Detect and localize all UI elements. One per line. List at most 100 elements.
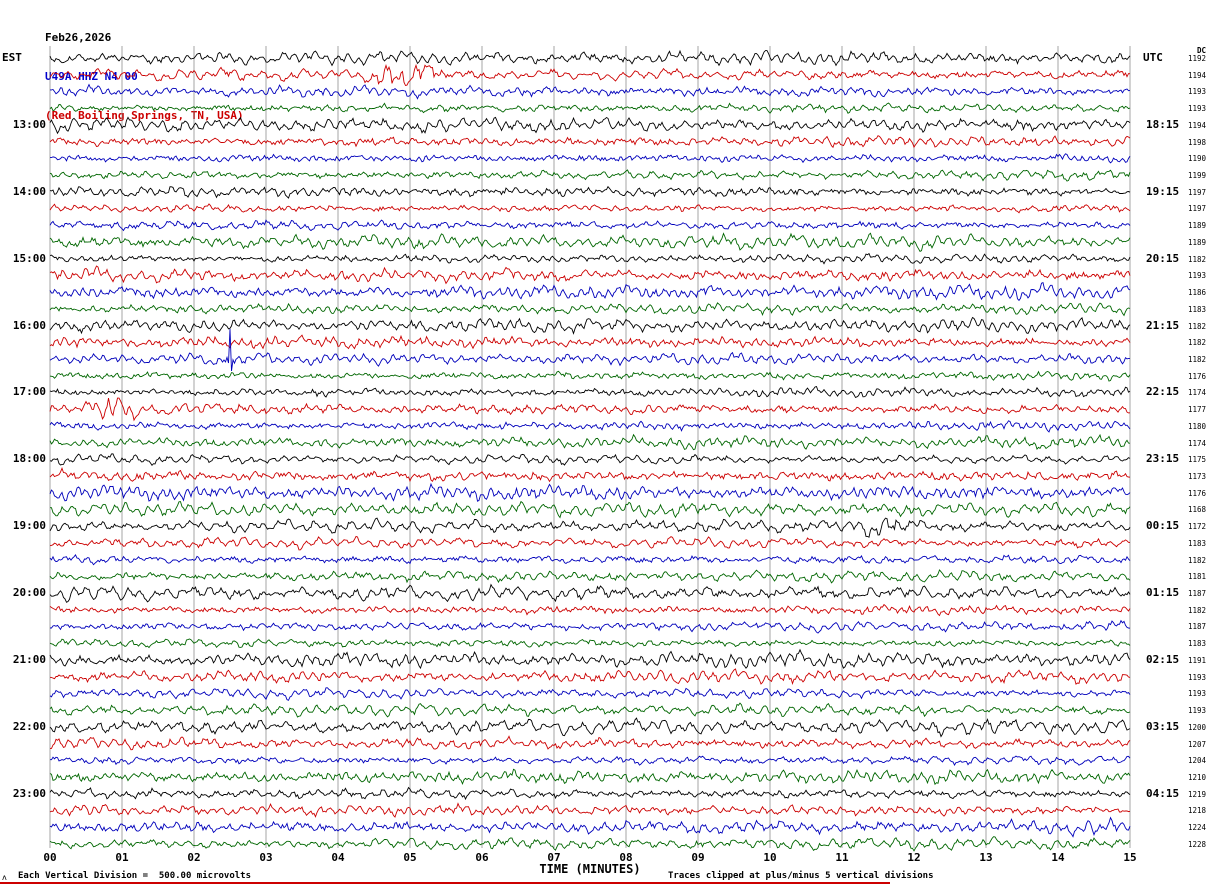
dc-offset-value: 1186 [1187, 288, 1206, 298]
dc-offset-value: 1181 [1187, 572, 1206, 582]
est-hour-label: 19:00 [12, 519, 46, 533]
seismogram-trace-row [50, 735, 1131, 751]
seismogram-trace-row [49, 467, 1131, 483]
seismogram-trace-row [49, 836, 1131, 852]
dc-offset-value: 1174 [1187, 438, 1206, 448]
dc-offset-value: 1182 [1187, 254, 1206, 264]
seismogram-trace-row [49, 49, 1131, 67]
dc-offset-value: 1176 [1187, 371, 1206, 381]
utc-hour-label: 01:15 [1146, 586, 1180, 600]
seismogram-trace-row [49, 219, 1131, 232]
seismogram-trace-row [49, 328, 1130, 372]
seismogram-trace-row [49, 281, 1131, 302]
seismogram-trace-row [49, 203, 1131, 214]
dc-offset-value: 1182 [1187, 555, 1206, 565]
dc-offset-value: 1210 [1187, 772, 1206, 782]
scale-marker-icon: ʌ [2, 873, 7, 882]
x-tick-label: 04 [331, 851, 345, 864]
dc-offset-value: 1219 [1187, 789, 1206, 799]
x-tick-label: 00 [43, 851, 57, 864]
dc-offset-value: 1183 [1187, 304, 1206, 314]
dc-offset-value: 1193 [1187, 87, 1206, 97]
est-hour-label: 20:00 [12, 586, 46, 600]
seismogram-trace-row [49, 169, 1131, 182]
x-tick-label: 06 [475, 851, 489, 864]
seismogram-trace-row [49, 535, 1131, 551]
seismogram-trace-row [49, 802, 1131, 818]
dc-offset-value: 1193 [1187, 271, 1206, 281]
seismogram-trace-row [49, 232, 1131, 252]
dc-offset-value: 1193 [1187, 689, 1206, 699]
x-tick-label: 09 [691, 851, 705, 864]
seismogram-trace-row [49, 603, 1131, 617]
seismogram-trace-row [49, 638, 1131, 649]
dc-offset-value: 1182 [1187, 354, 1206, 364]
utc-hour-label: 18:15 [1146, 117, 1180, 131]
dc-offset-value: 1190 [1187, 154, 1206, 164]
x-tick-label: 03 [259, 851, 273, 864]
x-tick-label: 01 [115, 851, 129, 864]
seismogram-trace-row [49, 265, 1131, 285]
dc-offset-value: 1182 [1187, 338, 1206, 348]
seismogram-trace-row [49, 420, 1131, 433]
dc-offset-value: 1168 [1187, 505, 1206, 515]
utc-hour-label: 22:15 [1146, 385, 1180, 399]
seismogram-trace-row [49, 116, 1131, 135]
seismogram-trace-row [49, 554, 1131, 566]
est-hour-label: 14:00 [12, 184, 46, 198]
dc-offset-value: 1183 [1187, 538, 1206, 548]
est-hour-label: 15:00 [12, 251, 46, 265]
dc-offset-value: 1189 [1187, 221, 1206, 231]
x-tick-label: 11 [835, 851, 849, 864]
seismogram-trace-row [49, 668, 1131, 685]
dc-offset-value: 1193 [1187, 672, 1206, 682]
seismogram-trace-row [49, 717, 1131, 738]
x-axis-label: TIME (MINUTES) [539, 862, 641, 876]
seismogram-trace-row [50, 619, 1131, 634]
seismogram-trace-row [49, 397, 1131, 422]
x-tick-label: 15 [1123, 851, 1137, 864]
title-location: (Red Boiling Springs, TN, USA) [45, 109, 244, 122]
dc-offset-value: 1187 [1187, 589, 1206, 599]
seismogram-trace-row [49, 453, 1131, 467]
seismogram-trace-row [50, 755, 1131, 766]
dc-offset-value: 1182 [1187, 321, 1206, 331]
seismogram-trace-row [49, 302, 1131, 317]
seismogram-trace-row [49, 786, 1131, 801]
seismogram-trace-row [49, 768, 1131, 786]
x-tick-label: 05 [403, 851, 417, 864]
x-tick-label: 07 [547, 851, 561, 864]
est-hour-label: 17:00 [12, 385, 46, 399]
utc-hour-label: 19:15 [1146, 184, 1180, 198]
utc-hour-label: 04:15 [1146, 786, 1180, 800]
utc-hour-label: 20:15 [1146, 251, 1180, 265]
seismogram-trace-row [49, 433, 1131, 451]
dc-offset-value: 1200 [1187, 722, 1206, 732]
utc-hour-label: 21:15 [1146, 318, 1180, 332]
dc-offset-value: 1180 [1187, 421, 1206, 431]
est-hour-label: 18:00 [12, 452, 46, 466]
dc-offset-value: 1187 [1187, 622, 1206, 632]
est-hour-label: 22:00 [12, 719, 46, 733]
dc-offset-value: 1194 [1187, 120, 1206, 130]
utc-hour-label: 00:15 [1146, 519, 1180, 533]
seismogram-trace-row [49, 816, 1131, 838]
seismogram-trace-row [49, 702, 1131, 718]
right-axis-header-utc: UTC [1143, 51, 1163, 64]
dc-offset-value: 1193 [1187, 706, 1206, 716]
dc-offset-value: 1228 [1187, 839, 1206, 849]
x-tick-label: 08 [619, 851, 633, 864]
bottom-red-divider [0, 882, 890, 884]
est-hour-label: 13:00 [12, 117, 46, 131]
seismogram-trace-row [49, 135, 1131, 149]
seismogram-trace-row [50, 153, 1131, 164]
est-hour-label: 16:00 [12, 318, 46, 332]
utc-hour-label: 23:15 [1146, 452, 1180, 466]
dc-offset-value: 1172 [1187, 522, 1206, 532]
seismogram-trace-row [49, 386, 1131, 398]
x-tick-label: 10 [763, 851, 777, 864]
est-hour-label: 23:00 [12, 786, 46, 800]
dc-offset-value: 1176 [1187, 488, 1206, 498]
